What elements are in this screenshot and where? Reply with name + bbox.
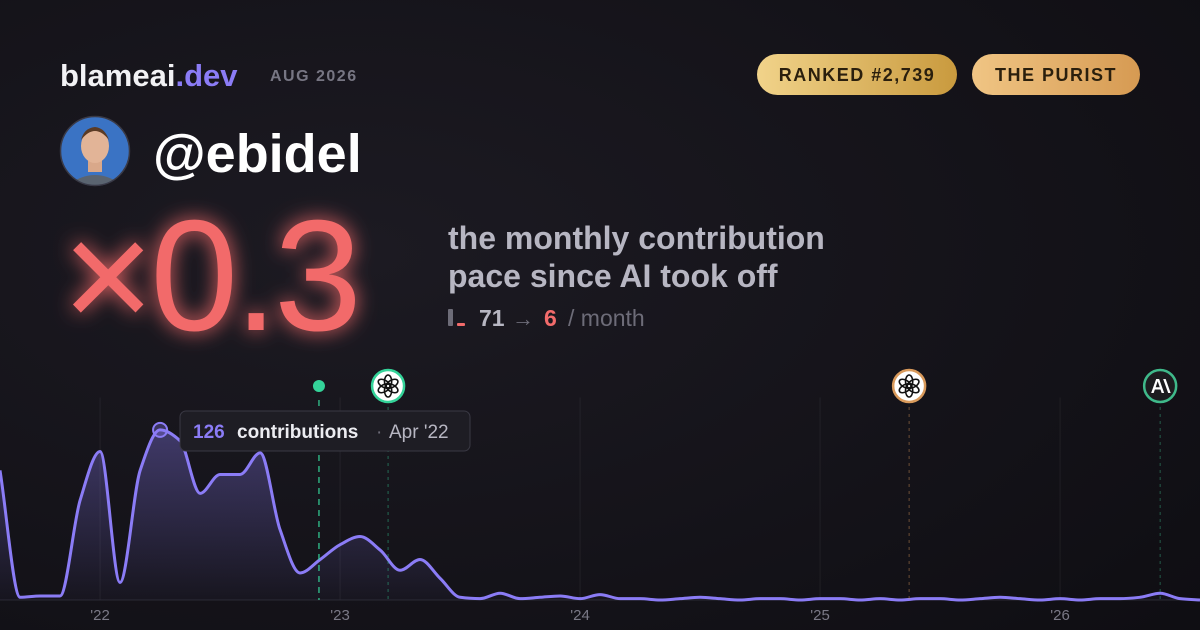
badge [972, 54, 1140, 95]
tooltip-value: 126 [193, 422, 225, 443]
badge-text: THE PURIST [995, 65, 1117, 85]
tooltip-label: contributions [237, 422, 358, 443]
multiplier: ×0.3 [62, 188, 358, 364]
tooltip-box [179, 410, 471, 452]
brand-name: blameai [60, 58, 175, 93]
icon-glyph [1151, 379, 1171, 393]
brand: blameai.dev [60, 58, 238, 93]
description: the monthly contribution [448, 220, 825, 256]
x-tick-label: '26 [1050, 607, 1070, 624]
mini-bar [448, 309, 453, 326]
icon-petal [898, 378, 912, 390]
date: AUG 2026 [270, 68, 358, 85]
x-tick-label: '24 [570, 607, 590, 624]
avatar [59, 115, 131, 187]
unit: / month [568, 305, 645, 331]
chart: '22 '23 '24 '25 '26 126 contributions · Apr '22 [0, 368, 1200, 624]
to-value: 6 [544, 305, 557, 331]
brand-tld: .dev [175, 58, 238, 93]
line [0, 428, 1200, 602]
event-icon [891, 368, 927, 404]
handle: @ebidel [153, 124, 362, 184]
description: pace since AI took off [448, 258, 778, 294]
highlight-point [152, 421, 169, 438]
from-value: 71 [479, 305, 505, 331]
event-icon [1142, 368, 1178, 404]
badge [757, 54, 957, 95]
event-dot [312, 380, 325, 392]
icon-ring [891, 368, 927, 404]
icon-petal [377, 378, 391, 390]
tooltip-date: Apr '22 [389, 422, 449, 443]
x-tick-label: '25 [810, 607, 830, 624]
x-tick-label: '23 [330, 607, 350, 624]
icon-ring [370, 368, 406, 404]
event-icon [370, 368, 406, 404]
badge-text: RANKED #2,739 [779, 65, 936, 85]
arrow: → [512, 306, 534, 331]
tooltip-separator: · [376, 422, 382, 443]
x-tick-label: '22 [90, 607, 110, 624]
mini-bar [457, 323, 465, 326]
